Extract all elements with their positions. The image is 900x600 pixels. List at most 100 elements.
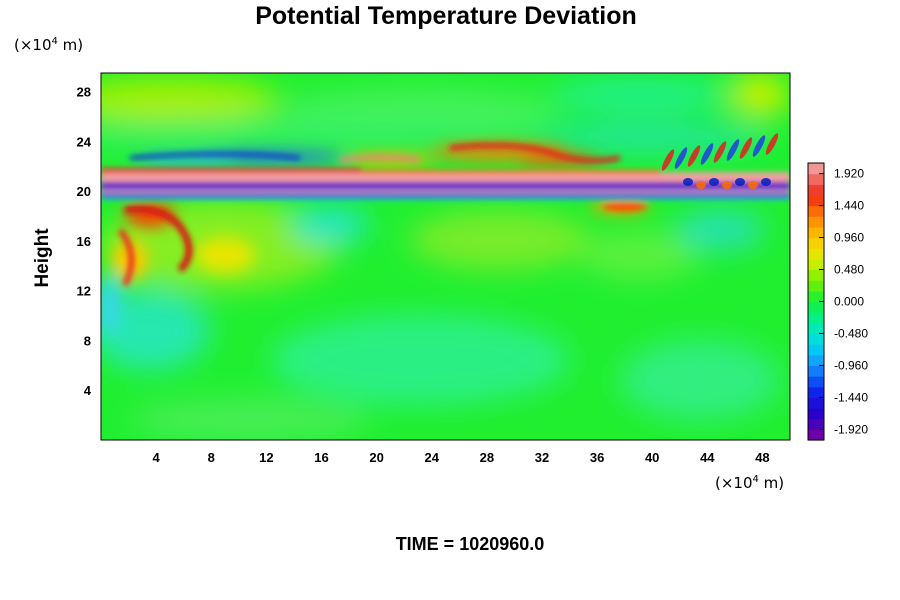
colorbar-level [808,280,824,292]
y-tick-label: 16 [77,234,91,249]
colorbar-level [808,429,824,441]
colorbar-level [808,194,824,207]
colorbar-label: 1.440 [834,199,864,213]
colorbar-level [808,184,824,196]
x-tick-label: 40 [645,450,659,465]
ripple-mark [713,141,727,163]
plume-feature [603,203,647,211]
upper-layer [101,172,790,182]
colorbar-label: -0.960 [834,358,868,372]
field-patch [101,78,280,122]
ripple-mark [726,139,740,161]
core-layer-lower [101,197,790,200]
colorbar-level [808,269,824,281]
wave-feature [449,142,621,164]
ripple-mark [739,137,753,159]
field-patch [730,73,790,117]
colorbar-level [808,344,824,356]
colorbar-level [808,322,824,335]
x-tick-label: 32 [535,450,549,465]
y-axis-unit: (×104 m) [14,36,83,54]
y-unit-exponent: 4 [52,36,58,47]
colorbar-level [808,408,824,420]
plume-feature [124,205,193,273]
colorbar-label: 0.480 [834,263,864,277]
ripple-mark [687,145,701,167]
field-patch [101,275,122,335]
field-patch [101,290,210,370]
colorbar-level [808,386,824,398]
colorbar-level [808,418,824,430]
y-tick-label: 12 [77,284,91,299]
upper-layer-edge [101,168,361,173]
ripple-mark [683,178,693,186]
x-tick-label: 28 [480,450,494,465]
ripple-mark [752,135,766,157]
upper-layer-edge [360,170,660,174]
y-unit-prefix: (×10 [14,36,52,54]
ripple-mark [700,143,714,165]
colorbar-level [808,216,824,228]
field-patch [101,119,550,151]
ripple-mark [765,133,779,155]
field-patch [270,315,570,405]
heatmap-field [101,73,790,440]
ripple-mark [761,178,771,186]
y-tick-label: 4 [84,383,92,398]
colorbar-level [808,290,824,303]
colorbar-level [808,173,824,185]
y-tick-label: 8 [84,333,91,348]
time-footer: TIME = 1020960.0 [396,534,545,554]
x-tick-label: 48 [755,450,769,465]
ripple-mark [709,178,719,186]
ripple-mark [735,178,745,186]
core-layer-lower [101,193,790,197]
colorbar-level [808,333,824,345]
field-patch [130,398,370,440]
colorbar-level [808,205,824,217]
colorbar-label: -1.440 [834,390,868,404]
ripple-mark [696,181,706,189]
core-layer-edge [101,190,790,193]
x-tick-label: 44 [700,450,715,465]
colorbar-level [808,301,824,313]
field-patch [580,230,700,280]
wave-feature [339,155,421,162]
colorbar-level [808,376,824,388]
y-axis-ticks: 4 8 12 16 20 24 28 [77,85,92,399]
chart-title: Potential Temperature Deviation [255,2,637,30]
field-patch [290,207,370,243]
ripple-mark [674,147,688,169]
colorbar-level [808,163,824,175]
x-tick-label: 16 [314,450,328,465]
field-patch [410,210,590,270]
colorbar-label: 0.000 [834,295,864,309]
ripple-mark [722,181,732,189]
colorbar-labels: 1.920 1.440 0.960 0.480 0.000 -0.480 -0.960 -1.… [819,167,868,436]
y-unit-suffix: m) [58,36,83,54]
x-axis-unit: (×104 m) [715,474,784,492]
colorbar-level [808,237,824,249]
colorbar-label: -0.480 [834,326,868,340]
wave-feature [129,152,301,160]
ripple-mark [748,181,758,189]
colorbar-label: 1.920 [834,167,864,181]
colorbar-level [808,248,824,260]
colorbar [808,163,824,441]
x-tick-label: 4 [153,450,161,465]
colorbar-level [808,354,824,367]
x-tick-label: 8 [208,450,215,465]
x-tick-label: 20 [369,450,383,465]
x-unit-exponent: 4 [753,474,759,485]
field-patch [195,237,255,273]
y-tick-label: 20 [77,184,91,199]
colorbar-level [808,397,824,409]
x-unit-prefix: (×10 [715,474,753,492]
colorbar-level [808,365,824,377]
x-unit-suffix: m) [759,474,784,492]
x-tick-label: 12 [259,450,273,465]
plume-feature [117,228,135,287]
colorbar-label: -1.920 [834,422,868,436]
plot-frame [100,72,791,441]
